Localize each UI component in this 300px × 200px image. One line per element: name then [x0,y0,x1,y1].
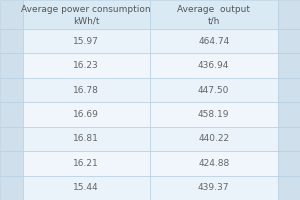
Bar [278,102,300,127]
Bar [278,151,300,176]
Bar [278,0,300,29]
Bar [0,78,22,102]
Bar [278,78,300,102]
Text: t/h: t/h [208,16,220,25]
Text: 439.37: 439.37 [198,183,230,192]
Bar [22,0,150,29]
Bar [150,151,278,176]
Bar [0,102,22,127]
Text: Average power consumption: Average power consumption [21,5,151,14]
Bar [278,127,300,151]
Bar [0,29,22,53]
Text: 15.44: 15.44 [74,183,99,192]
Bar [150,78,278,102]
Bar [22,78,150,102]
Bar [0,151,22,176]
Text: 424.88: 424.88 [198,159,230,168]
Bar [0,53,22,78]
Bar [0,127,22,151]
Bar [22,151,150,176]
Bar [150,53,278,78]
Text: Average  output: Average output [177,5,250,14]
Bar [22,29,150,53]
Text: 458.19: 458.19 [198,110,230,119]
Bar [22,127,150,151]
Bar [22,53,150,78]
Text: 16.81: 16.81 [73,134,99,143]
Bar [22,102,150,127]
Bar [150,127,278,151]
Text: 447.50: 447.50 [198,86,230,95]
Bar [150,0,278,29]
Text: 440.22: 440.22 [198,134,229,143]
Bar [22,176,150,200]
Bar [0,0,22,29]
Bar [278,53,300,78]
Text: 15.97: 15.97 [73,37,99,46]
Bar [150,176,278,200]
Text: 16.21: 16.21 [74,159,99,168]
Text: 16.23: 16.23 [74,61,99,70]
Bar [150,29,278,53]
Text: 16.69: 16.69 [73,110,99,119]
Text: 436.94: 436.94 [198,61,230,70]
Bar [0,176,22,200]
Text: kWh/t: kWh/t [73,16,100,25]
Text: 16.78: 16.78 [73,86,99,95]
Bar [278,176,300,200]
Bar [278,29,300,53]
Text: 464.74: 464.74 [198,37,230,46]
Bar [150,102,278,127]
